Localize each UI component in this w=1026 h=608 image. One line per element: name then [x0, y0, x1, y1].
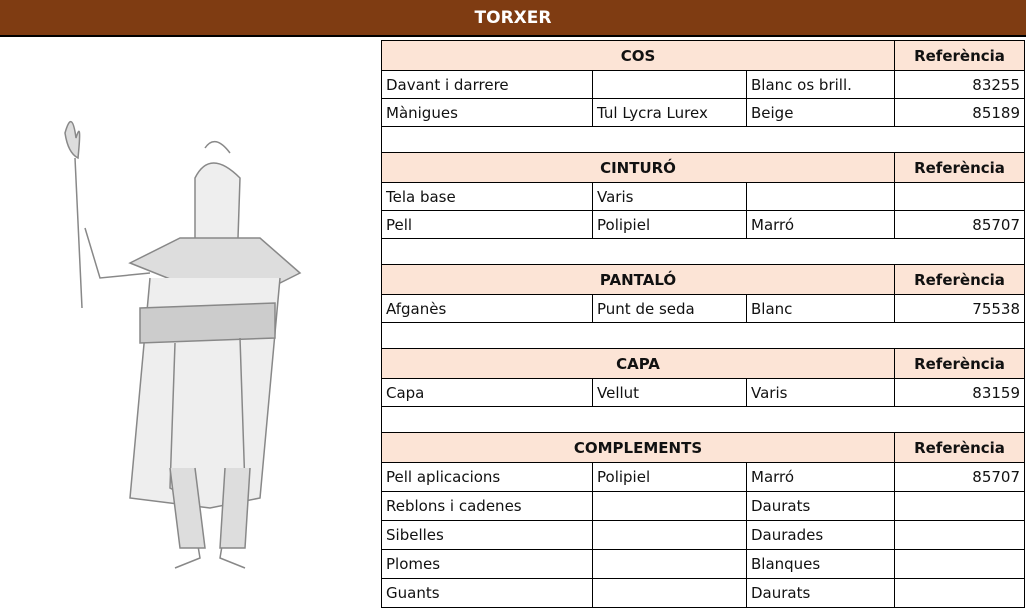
table-cell: Plomes — [381, 549, 593, 579]
table-cell: Daurats — [746, 491, 895, 521]
table-cell: Daurades — [746, 520, 895, 550]
table-cell — [592, 70, 747, 99]
table-cell — [592, 520, 747, 550]
reference-cell — [894, 520, 1025, 550]
table-cell: Marró — [746, 210, 895, 239]
table-cell: Blanc os brill. — [746, 70, 895, 99]
table-cell: Vellut — [592, 378, 747, 407]
table-cell — [592, 578, 747, 608]
spacer-row — [381, 322, 1025, 349]
table-cell — [746, 182, 895, 211]
spacer-row — [381, 126, 1025, 153]
section-header: COS — [381, 40, 895, 71]
table-cell: Tela base — [381, 182, 593, 211]
reference-header: Referència — [894, 432, 1025, 463]
table-cell: Beige — [746, 98, 895, 127]
reference-header: Referència — [894, 152, 1025, 183]
table-cell: Blanques — [746, 549, 895, 579]
section-header: PANTALÓ — [381, 264, 895, 295]
title-bar: TORXER — [0, 0, 1026, 37]
table-cell: Varis — [746, 378, 895, 407]
table-cell: Davant i darrere — [381, 70, 593, 99]
reference-cell — [894, 182, 1025, 211]
table-cell: Punt de seda — [592, 294, 747, 323]
reference-cell: 83159 — [894, 378, 1025, 407]
reference-header: Referència — [894, 348, 1025, 379]
table-cell: Capa — [381, 378, 593, 407]
table-cell: Blanc — [746, 294, 895, 323]
table-cell — [592, 491, 747, 521]
table-cell: Guants — [381, 578, 593, 608]
reference-header: Referència — [894, 264, 1025, 295]
reference-cell: 85189 — [894, 98, 1025, 127]
reference-cell — [894, 578, 1025, 608]
table-cell: Marró — [746, 462, 895, 492]
table-cell: Afganès — [381, 294, 593, 323]
section-header: CINTURÓ — [381, 152, 895, 183]
reference-header: Referència — [894, 40, 1025, 71]
table-cell: Tul Lycra Lurex — [592, 98, 747, 127]
section-header: CAPA — [381, 348, 895, 379]
spacer-row — [381, 238, 1025, 265]
table-cell: Pell aplicacions — [381, 462, 593, 492]
reference-cell: 85707 — [894, 210, 1025, 239]
table-cell: Pell — [381, 210, 593, 239]
table-cell: Daurats — [746, 578, 895, 608]
spacer-row — [381, 406, 1025, 433]
reference-cell — [894, 491, 1025, 521]
reference-cell: 75538 — [894, 294, 1025, 323]
table-cell — [592, 549, 747, 579]
reference-cell: 85707 — [894, 462, 1025, 492]
table-cell: Mànigues — [381, 98, 593, 127]
table-cell: Varis — [592, 182, 747, 211]
table-cell: Reblons i cadenes — [381, 491, 593, 521]
costume-sketch — [64, 121, 302, 569]
table-cell: Sibelles — [381, 520, 593, 550]
reference-cell — [894, 549, 1025, 579]
section-header: COMPLEMENTS — [381, 432, 895, 463]
table-cell: Polipiel — [592, 462, 747, 492]
table-cell: Polipiel — [592, 210, 747, 239]
reference-cell: 83255 — [894, 70, 1025, 99]
